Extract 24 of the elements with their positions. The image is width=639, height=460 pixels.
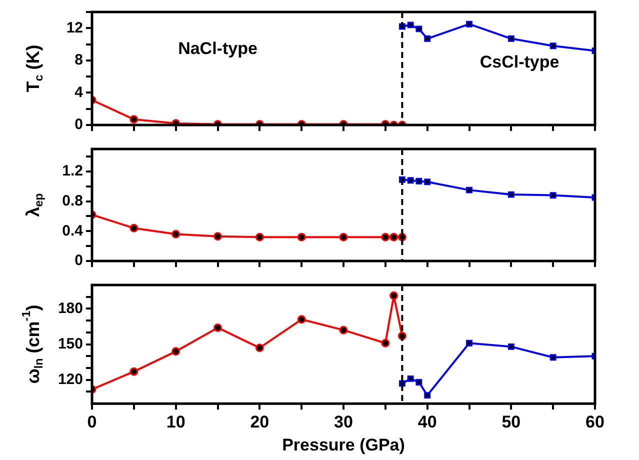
y-tick-label: 4 <box>74 84 84 101</box>
x-tick-label: 10 <box>166 412 186 432</box>
x-tick-label: 60 <box>586 412 604 432</box>
annotation: NaCl-type <box>178 38 258 58</box>
y-tick-label: 12 <box>66 19 83 36</box>
y-axis-title: Tc (K) <box>22 44 46 92</box>
y-tick-label: 8 <box>74 52 83 69</box>
y-tick-label: 0.4 <box>62 222 84 240</box>
y-tick-label: 1.2 <box>62 162 83 180</box>
y-tick-label: 0.8 <box>62 192 83 210</box>
x-tick-label: 40 <box>418 412 437 432</box>
y-tick-label: 120 <box>58 371 83 388</box>
y-tick-label: 180 <box>58 300 83 317</box>
x-tick-label: 30 <box>334 412 353 432</box>
x-axis-title: Pressure (GPa) <box>282 436 405 455</box>
y-axis-title: λep <box>22 193 46 217</box>
y-tick-label: 150 <box>58 335 83 352</box>
x-tick-label: 50 <box>502 412 521 432</box>
y-axis-title: ωln (cm-1) <box>20 304 46 384</box>
y-tick-label: 0 <box>74 116 83 134</box>
x-tick-label: 20 <box>250 412 270 432</box>
x-tick-label: 0 <box>87 412 97 432</box>
annotation: CsCl-type <box>480 52 560 72</box>
y-tick-label: 0 <box>74 252 83 270</box>
